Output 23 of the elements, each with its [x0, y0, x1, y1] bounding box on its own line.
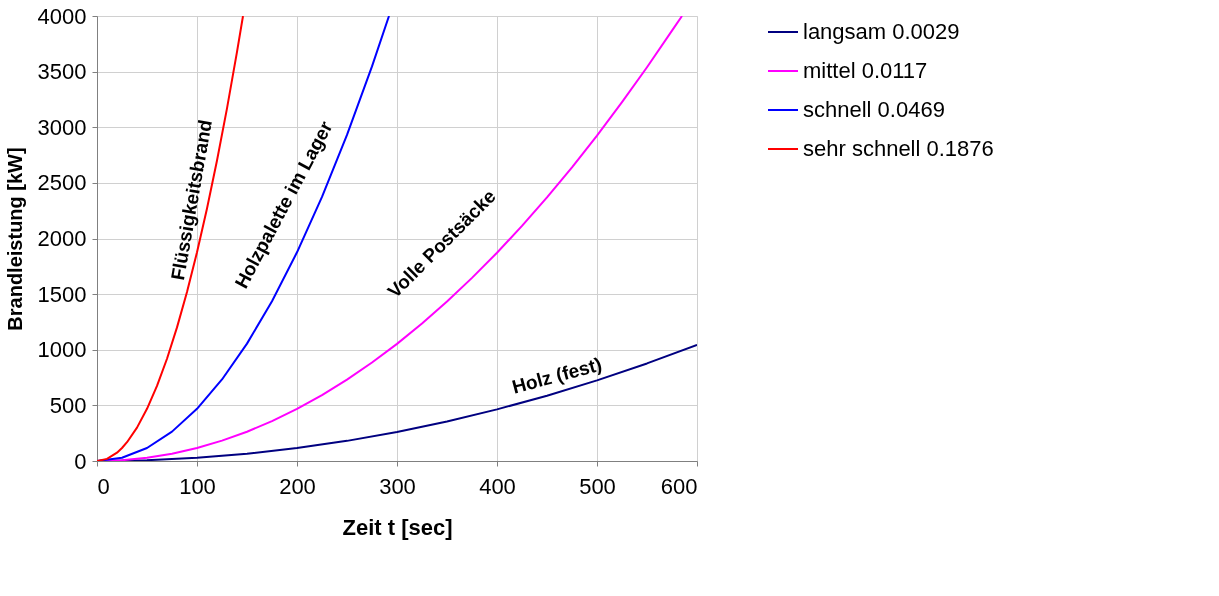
y-tick-label: 2500: [37, 170, 87, 196]
y-tick-label: 500: [49, 392, 87, 418]
legend-label: schnell 0.0469: [803, 97, 945, 122]
legend-label: mittel 0.0117: [803, 58, 928, 83]
y-axis-title: Brandleistung [kW]: [3, 147, 26, 331]
x-axis-title: Zeit t [sec]: [342, 514, 453, 540]
x-tick-label: 200: [279, 473, 316, 499]
y-tick-label: 1500: [37, 281, 87, 307]
x-tick-label: 400: [479, 473, 516, 499]
y-tick-label: 0: [74, 448, 87, 474]
x-tick-label: 500: [579, 473, 616, 499]
x-tick-label: 0: [97, 473, 110, 499]
y-tick-label: 1000: [37, 337, 87, 363]
y-tick-label: 3500: [37, 59, 87, 85]
y-tick-label: 3000: [37, 114, 87, 140]
x-tick-label: 100: [179, 473, 216, 499]
legend-label: langsam 0.0029: [803, 19, 960, 44]
annotation: Holz (fest): [509, 353, 604, 398]
y-tick-label: 2000: [37, 226, 87, 251]
legend-label: sehr schnell 0.1876: [803, 136, 994, 161]
x-tick-label: 300: [379, 473, 416, 499]
x-tick-label: 600: [660, 473, 698, 499]
y-tick-label: 4000: [37, 3, 87, 29]
